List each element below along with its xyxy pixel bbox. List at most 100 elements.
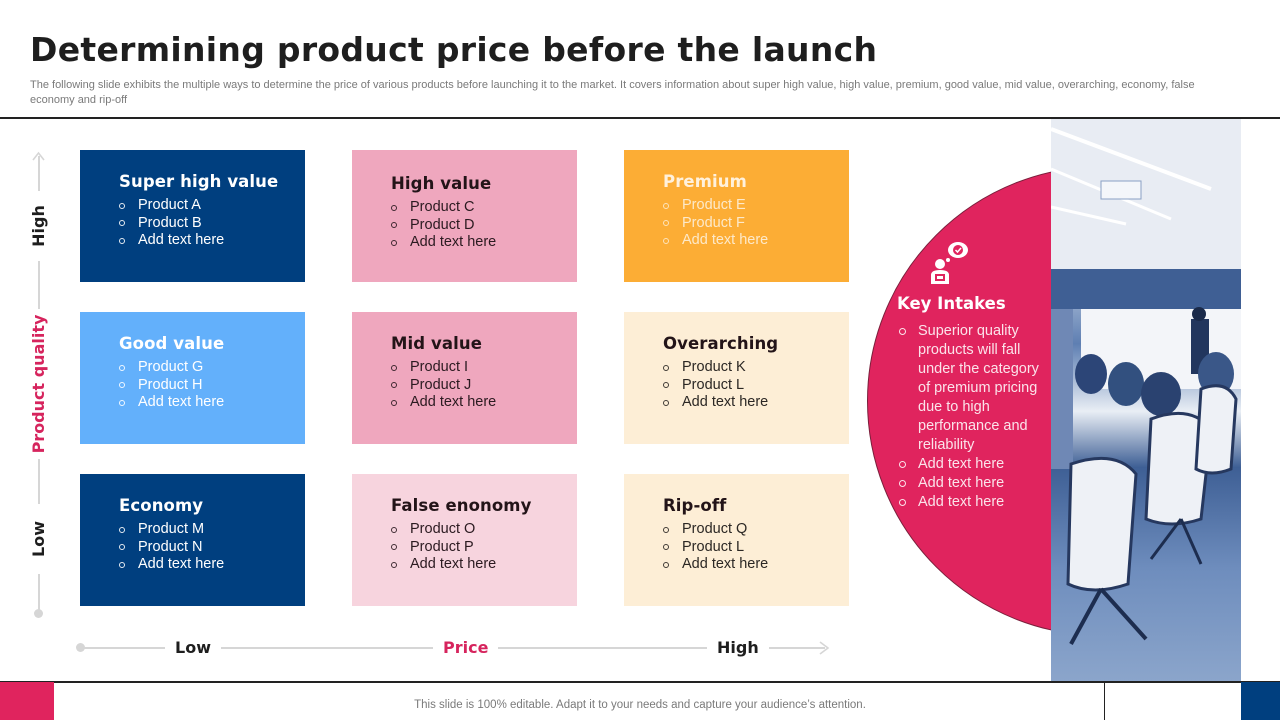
circle-bullet-icon [119, 202, 125, 209]
cell-title: High value [391, 174, 492, 193]
person-thought-check-icon [931, 242, 968, 284]
list-item: Add text here [119, 232, 305, 250]
circle-bullet-icon [119, 220, 125, 227]
list-item: Product P [391, 539, 577, 557]
arrow-right-icon [819, 641, 830, 655]
list-item: Product Q [663, 521, 849, 539]
circle-bullet-icon [663, 526, 669, 533]
footer-vertical-divider [1104, 682, 1105, 720]
cell-overarching: Overarching Product K Product L Add text… [624, 312, 849, 444]
circle-bullet-icon [899, 328, 906, 335]
cell-title: Super high value [119, 172, 279, 191]
list-item: Product M [119, 521, 305, 539]
footer-pink-block [0, 682, 54, 720]
circle-bullet-icon [663, 544, 669, 551]
header-divider [0, 117, 1280, 119]
list-item: Add text here [897, 493, 1052, 512]
cell-title: Good value [119, 334, 225, 353]
cell-high-value: High value Product C Product D Add text … [352, 150, 577, 282]
circle-bullet-icon [663, 364, 669, 371]
cell-rip-off: Rip-off Product Q Product L Add text her… [624, 474, 849, 606]
x-axis-title: Price [433, 637, 499, 659]
x-axis-origin-dot [76, 643, 85, 652]
cell-economy: Economy Product M Product N Add text her… [80, 474, 305, 606]
circle-bullet-icon [391, 526, 397, 533]
cell-false-economy: False enonomy Product O Product P Add te… [352, 474, 577, 606]
circle-bullet-icon [391, 364, 397, 371]
circle-bullet-icon [391, 544, 397, 551]
classroom-presentation-photo [1051, 119, 1241, 681]
circle-bullet-icon [899, 461, 906, 468]
circle-bullet-icon [119, 399, 125, 406]
list-item: Product I [391, 359, 577, 377]
list-item: Add text here [119, 394, 305, 412]
circle-bullet-icon [119, 526, 125, 533]
list-item: Product J [391, 377, 577, 395]
arrow-up-icon [32, 151, 45, 161]
list-item: Add text here [119, 556, 305, 574]
list-item: Product O [391, 521, 577, 539]
list-item: Product A [119, 197, 305, 215]
slide-title: Determining product price before the lau… [30, 30, 878, 69]
cell-title: False enonomy [391, 496, 532, 515]
circle-bullet-icon [663, 202, 669, 209]
cell-title: Premium [663, 172, 747, 191]
list-item: Product E [663, 197, 849, 215]
key-intakes-list: Superior quality products will fall unde… [897, 322, 1052, 512]
circle-bullet-icon [391, 399, 397, 406]
cell-title: Economy [119, 496, 204, 515]
circle-bullet-icon [391, 561, 397, 568]
footer-navy-block [1241, 682, 1280, 720]
circle-bullet-icon [119, 237, 125, 244]
list-item: Add text here [663, 232, 849, 250]
circle-bullet-icon [663, 382, 669, 389]
list-item: Product G [119, 359, 305, 377]
list-item: Add text here [663, 394, 849, 412]
circle-bullet-icon [663, 561, 669, 568]
cell-title: Mid value [391, 334, 483, 353]
cell-title: Rip-off [663, 496, 727, 515]
list-item: Add text here [897, 455, 1052, 474]
list-item: Add text here [391, 234, 577, 252]
circle-bullet-icon [119, 382, 125, 389]
list-item: Product K [663, 359, 849, 377]
circle-bullet-icon [663, 220, 669, 227]
photo-illustration [1051, 119, 1241, 645]
list-item: Product B [119, 215, 305, 233]
circle-bullet-icon [663, 399, 669, 406]
x-axis-high-label: High [707, 637, 769, 659]
cell-title: Overarching [663, 334, 779, 353]
cell-good-value: Good value Product G Product H Add text … [80, 312, 305, 444]
list-item: Add text here [663, 556, 849, 574]
list-item: Product L [663, 539, 849, 557]
list-item: Product L [663, 377, 849, 395]
circle-bullet-icon [391, 382, 397, 389]
list-item: Add text here [391, 556, 577, 574]
list-item: Product D [391, 217, 577, 235]
y-axis-origin-dot [34, 609, 43, 618]
list-item: Add text here [391, 394, 577, 412]
list-item: Product N [119, 539, 305, 557]
x-axis-low-label: Low [165, 637, 221, 659]
key-intakes-title: Key Intakes [897, 294, 1006, 313]
cell-super-high-value: Super high value Product A Product B Add… [80, 150, 305, 282]
circle-bullet-icon [899, 499, 906, 506]
footer-note: This slide is 100% editable. Adapt it to… [414, 699, 866, 711]
key-intakes-panel-clip [0, 119, 1051, 681]
list-item: Product C [391, 199, 577, 217]
footer-divider-line [0, 681, 1280, 683]
list-item: Add text here [897, 474, 1052, 493]
circle-bullet-icon [391, 222, 397, 229]
circle-bullet-icon [391, 204, 397, 211]
list-item: Superior quality products will fall unde… [897, 322, 1052, 455]
circle-bullet-icon [119, 544, 125, 551]
list-item: Product H [119, 377, 305, 395]
circle-bullet-icon [119, 364, 125, 371]
circle-bullet-icon [899, 480, 906, 487]
slide-subtitle: The following slide exhibits the multipl… [30, 79, 1195, 106]
cell-premium: Premium Product E Product F Add text her… [624, 150, 849, 282]
circle-bullet-icon [119, 561, 125, 568]
cell-mid-value: Mid value Product I Product J Add text h… [352, 312, 577, 444]
circle-bullet-icon [663, 237, 669, 244]
circle-bullet-icon [391, 239, 397, 246]
